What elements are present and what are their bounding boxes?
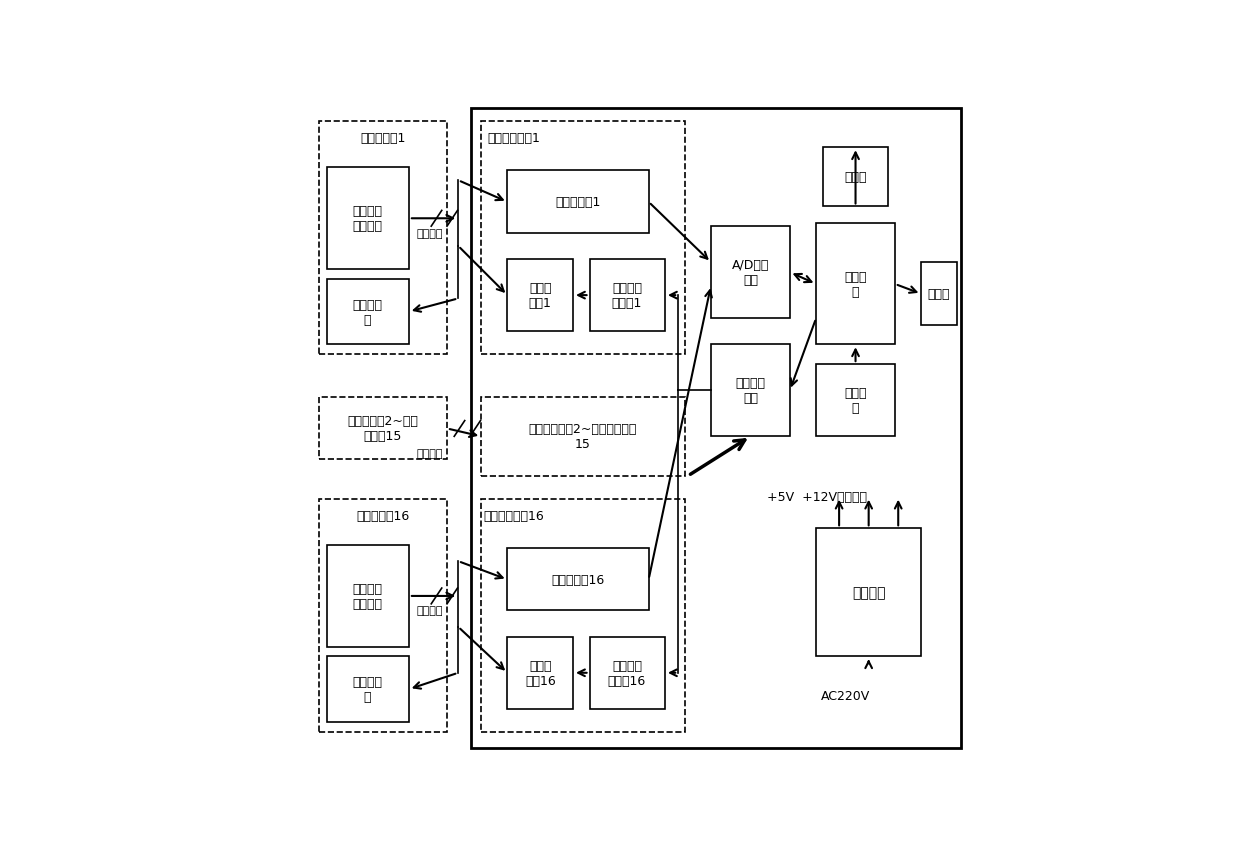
Text: 功率放
大器1: 功率放 大器1 xyxy=(528,282,552,310)
Bar xyxy=(711,227,790,319)
Bar xyxy=(471,109,961,748)
Bar xyxy=(327,657,409,722)
Text: 隔离放大器1: 隔离放大器1 xyxy=(556,196,600,209)
Text: 处理模
块: 处理模 块 xyxy=(844,271,867,298)
Text: 磁场发生
器: 磁场发生 器 xyxy=(352,298,382,326)
Bar xyxy=(816,223,895,345)
Bar xyxy=(481,499,684,732)
Text: 数字量输
出模块16: 数字量输 出模块16 xyxy=(608,659,646,687)
Text: 测试电缆: 测试电缆 xyxy=(415,448,443,458)
Bar xyxy=(507,637,573,709)
Bar xyxy=(481,397,684,476)
Text: 磁场传感器1: 磁场传感器1 xyxy=(360,132,405,145)
Text: 功率放
大器16: 功率放 大器16 xyxy=(525,659,556,687)
Text: A/D转换
模块: A/D转换 模块 xyxy=(732,259,769,287)
Text: 磁场发生
器: 磁场发生 器 xyxy=(352,676,382,704)
Bar xyxy=(319,122,446,354)
Bar xyxy=(711,345,790,437)
Bar xyxy=(319,397,446,460)
Text: 磁场传感器16: 磁场传感器16 xyxy=(356,509,409,522)
Text: +5V  +12V其它电压: +5V +12V其它电压 xyxy=(766,491,867,504)
Text: 打印机: 打印机 xyxy=(928,288,950,301)
Text: 磁传感器
敏感线路: 磁传感器 敏感线路 xyxy=(352,205,382,233)
Bar xyxy=(507,260,573,331)
Bar xyxy=(327,545,409,647)
Bar xyxy=(481,122,684,354)
Bar xyxy=(816,365,895,437)
Bar xyxy=(822,148,888,207)
Text: 磁场传感器2~磁场
传感器15: 磁场传感器2~磁场 传感器15 xyxy=(347,415,418,443)
Bar xyxy=(816,528,921,657)
Text: 输出接口
模块: 输出接口 模块 xyxy=(735,377,765,405)
Text: 磁传感器
敏感线路: 磁传感器 敏感线路 xyxy=(352,582,382,610)
Bar xyxy=(589,637,665,709)
Text: 信号调理模块2~信号调理模块
15: 信号调理模块2~信号调理模块 15 xyxy=(528,423,637,451)
Text: 控制键
盘: 控制键 盘 xyxy=(844,387,867,415)
Text: AC220V: AC220V xyxy=(821,689,870,702)
Bar xyxy=(319,499,446,732)
Text: 隔离电源: 隔离电源 xyxy=(852,586,885,600)
Text: 测试电缆: 测试电缆 xyxy=(415,228,443,239)
Text: 显示器: 显示器 xyxy=(844,171,867,184)
Bar xyxy=(507,171,649,233)
Bar xyxy=(327,168,409,269)
Text: 测试电缆: 测试电缆 xyxy=(415,606,443,616)
Text: 数字量输
出模块1: 数字量输 出模块1 xyxy=(611,282,642,310)
Bar xyxy=(327,279,409,345)
Text: 隔离放大器16: 隔离放大器16 xyxy=(551,573,604,586)
Bar xyxy=(921,263,957,325)
Text: 信号调理模块16: 信号调理模块16 xyxy=(484,509,544,522)
Bar xyxy=(507,549,649,611)
Bar xyxy=(589,260,665,331)
Text: 信号调理模块1: 信号调理模块1 xyxy=(487,132,541,145)
